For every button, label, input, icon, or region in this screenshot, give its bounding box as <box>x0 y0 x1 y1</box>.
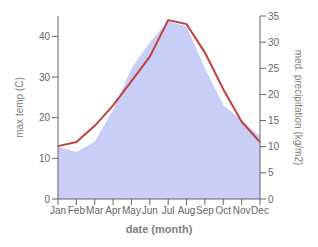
svg-text:Nov: Nov <box>233 205 251 216</box>
svg-text:15: 15 <box>268 115 280 126</box>
svg-text:max temp (C): max temp (C) <box>14 77 25 138</box>
svg-text:40: 40 <box>39 31 51 42</box>
svg-text:Jun: Jun <box>142 205 158 216</box>
svg-text:Sep: Sep <box>196 205 214 216</box>
svg-text:med. precipitation (kg/m2): med. precipitation (kg/m2) <box>293 50 304 166</box>
svg-text:Mar: Mar <box>86 205 104 216</box>
svg-text:30: 30 <box>268 37 280 48</box>
svg-text:20: 20 <box>268 89 280 100</box>
svg-text:May: May <box>122 205 141 216</box>
svg-text:30: 30 <box>39 72 51 83</box>
svg-text:Jul: Jul <box>162 205 175 216</box>
svg-text:5: 5 <box>268 167 274 178</box>
svg-text:35: 35 <box>268 11 280 22</box>
svg-text:Apr: Apr <box>105 205 121 216</box>
svg-text:Feb: Feb <box>68 205 86 216</box>
svg-text:10: 10 <box>268 141 280 152</box>
svg-text:0: 0 <box>268 194 274 205</box>
svg-text:0: 0 <box>44 194 50 205</box>
svg-text:date (month): date (month) <box>126 223 193 235</box>
svg-text:10: 10 <box>39 153 51 164</box>
svg-text:Aug: Aug <box>178 205 196 216</box>
svg-text:25: 25 <box>268 63 280 74</box>
svg-text:Dec: Dec <box>251 205 269 216</box>
svg-text:20: 20 <box>39 112 51 123</box>
svg-text:Jan: Jan <box>50 205 66 216</box>
svg-text:Oct: Oct <box>215 205 231 216</box>
